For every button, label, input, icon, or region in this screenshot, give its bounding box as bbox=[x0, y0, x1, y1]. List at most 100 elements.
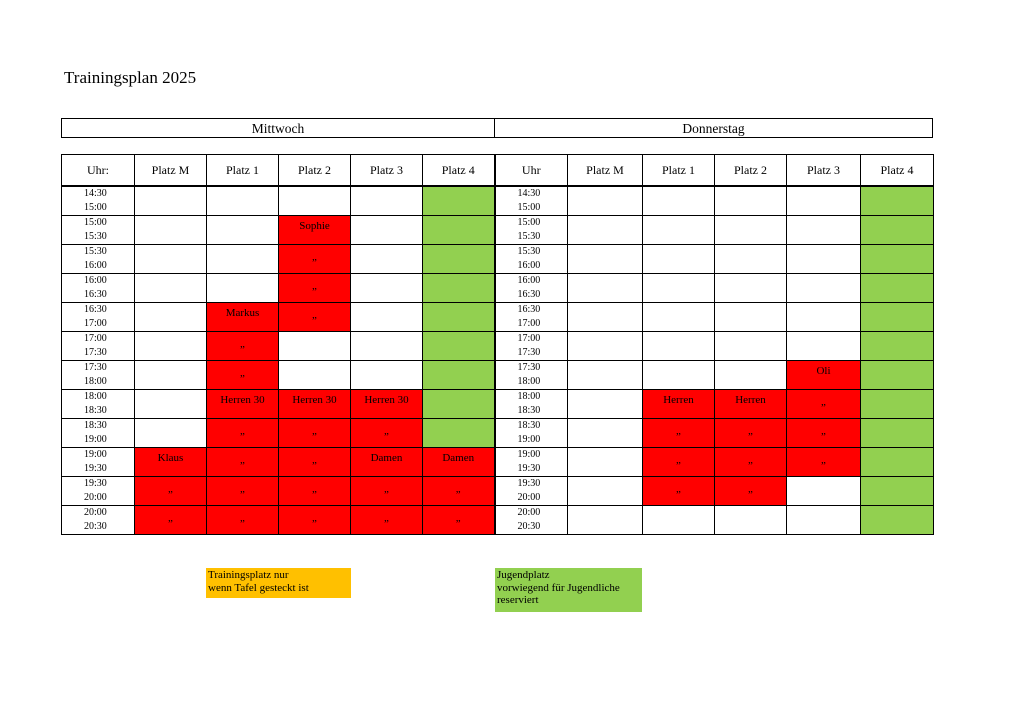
time-start: 19:00 bbox=[84, 449, 107, 460]
slot-cell-wed: „ bbox=[206, 505, 279, 535]
table-row: 15:00 15:30 Sophie 15:00 15:30 bbox=[61, 215, 934, 245]
slot-cell-thu bbox=[567, 244, 643, 274]
time-end: 15:30 bbox=[84, 231, 107, 242]
slot-label: „ bbox=[168, 512, 173, 524]
slot-cell-thu bbox=[860, 447, 934, 477]
slot-cell-thu bbox=[860, 244, 934, 274]
slot-cell-wed bbox=[350, 302, 423, 332]
time-cell-thu: 18:30 19:00 bbox=[493, 418, 568, 448]
slot-cell-thu bbox=[786, 273, 861, 303]
slot-cell-wed bbox=[134, 360, 207, 390]
slot-cell-wed: „ bbox=[350, 418, 423, 448]
slot-label: „ bbox=[312, 512, 317, 524]
slot-cell-thu bbox=[860, 185, 934, 216]
slot-label: „ bbox=[312, 280, 317, 292]
time-end: 18:30 bbox=[84, 405, 107, 416]
slot-label: Markus bbox=[225, 307, 260, 319]
slot-cell-wed: „ bbox=[422, 505, 495, 535]
slot-label: „ bbox=[821, 396, 826, 408]
time-cell-wed: 15:30 16:00 bbox=[61, 244, 135, 274]
schedule-table: Uhr: Platz M Platz 1 Platz 2 Platz 3 Pla… bbox=[61, 154, 934, 535]
slot-cell-wed bbox=[422, 331, 495, 361]
table-row: 19:00 19:30 Klaus „ „ Damen Damen 19:00 19:30 „ „ „ bbox=[61, 447, 934, 477]
header-platz-m-thu: Platz M bbox=[567, 154, 643, 187]
slot-cell-wed bbox=[278, 360, 351, 390]
time-end: 20:00 bbox=[517, 492, 541, 503]
slot-cell-wed bbox=[422, 360, 495, 390]
time-start: 15:00 bbox=[517, 217, 541, 228]
slot-cell-thu bbox=[786, 302, 861, 332]
time-end: 17:00 bbox=[84, 318, 107, 329]
slot-cell-thu bbox=[642, 505, 715, 535]
header-row: Uhr: Platz M Platz 1 Platz 2 Platz 3 Pla… bbox=[61, 154, 934, 187]
slot-label: „ bbox=[312, 251, 317, 263]
slot-cell-wed bbox=[350, 360, 423, 390]
slot-cell-thu: „ bbox=[714, 418, 787, 448]
slot-cell-thu bbox=[567, 302, 643, 332]
slot-label: Oli bbox=[816, 365, 831, 377]
table-row: 18:00 18:30 Herren 30 Herren 30 Herren 30 18:… bbox=[61, 389, 934, 419]
slot-cell-thu: „ bbox=[714, 476, 787, 506]
legend-training-line-1: Trainingsplatz nur bbox=[208, 569, 289, 581]
slot-label: „ bbox=[240, 338, 245, 350]
table-row: 14:30 15:00 14:30 15:00 bbox=[61, 185, 934, 216]
time-end: 16:30 bbox=[517, 289, 541, 300]
slot-cell-wed: „ bbox=[206, 476, 279, 506]
slot-label: „ bbox=[240, 483, 245, 495]
header-platz-1-wed: Platz 1 bbox=[206, 154, 279, 187]
slot-cell-wed bbox=[134, 389, 207, 419]
slot-label: „ bbox=[240, 512, 245, 524]
slot-cell-wed bbox=[422, 302, 495, 332]
slot-cell-thu bbox=[567, 185, 643, 216]
slot-cell-wed: „ bbox=[278, 447, 351, 477]
time-end: 20:00 bbox=[84, 492, 107, 503]
slot-label: „ bbox=[676, 425, 681, 437]
slot-cell-wed: „ bbox=[206, 447, 279, 477]
slot-cell-thu bbox=[860, 215, 934, 245]
slot-cell-wed bbox=[278, 331, 351, 361]
slot-cell-thu: „ bbox=[642, 447, 715, 477]
slot-cell-wed: „ bbox=[278, 302, 351, 332]
slot-label: „ bbox=[384, 512, 389, 524]
slot-cell-thu bbox=[714, 360, 787, 390]
slot-cell-wed bbox=[422, 418, 495, 448]
time-end: 20:30 bbox=[517, 521, 541, 532]
slot-cell-wed: „ bbox=[206, 360, 279, 390]
slot-cell-wed: „ bbox=[278, 244, 351, 274]
header-platz-3-thu: Platz 3 bbox=[786, 154, 861, 187]
slot-cell-wed: „ bbox=[278, 418, 351, 448]
slot-cell-wed bbox=[350, 244, 423, 274]
slot-cell-thu bbox=[642, 185, 715, 216]
time-start: 16:30 bbox=[84, 304, 107, 315]
time-start: 20:00 bbox=[517, 507, 541, 518]
slot-cell-wed: „ bbox=[350, 476, 423, 506]
time-end: 20:30 bbox=[84, 521, 107, 532]
slot-label: Klaus bbox=[157, 452, 184, 464]
slot-cell-thu bbox=[860, 273, 934, 303]
slot-cell-wed bbox=[422, 185, 495, 216]
slot-cell-wed: „ bbox=[278, 505, 351, 535]
time-start: 15:00 bbox=[84, 217, 107, 228]
table-row: 20:00 20:30 „ „ „ „ „ 20:00 20:30 bbox=[61, 505, 934, 535]
time-start: 14:30 bbox=[517, 188, 541, 199]
time-cell-wed: 18:00 18:30 bbox=[61, 389, 135, 419]
slot-cell-thu bbox=[642, 331, 715, 361]
slot-cell-wed bbox=[422, 273, 495, 303]
slot-cell-thu: „ bbox=[714, 447, 787, 477]
slot-cell-wed bbox=[350, 185, 423, 216]
time-cell-wed: 16:30 17:00 bbox=[61, 302, 135, 332]
time-start: 15:30 bbox=[84, 246, 107, 257]
day-label-wednesday: Mittwoch bbox=[62, 119, 495, 137]
legend-youth-line-1: Jugendplatz bbox=[497, 569, 550, 581]
slot-label: „ bbox=[168, 483, 173, 495]
slot-cell-thu bbox=[860, 476, 934, 506]
slot-label: Damen bbox=[370, 452, 403, 464]
slot-cell-wed: „ bbox=[134, 476, 207, 506]
slot-cell-wed: Herren 30 bbox=[206, 389, 279, 419]
slot-label: „ bbox=[240, 425, 245, 437]
time-end: 18:30 bbox=[517, 405, 541, 416]
time-start: 20:00 bbox=[84, 507, 107, 518]
slot-cell-wed bbox=[350, 273, 423, 303]
slot-cell-thu: Herren bbox=[642, 389, 715, 419]
slot-label: „ bbox=[384, 483, 389, 495]
